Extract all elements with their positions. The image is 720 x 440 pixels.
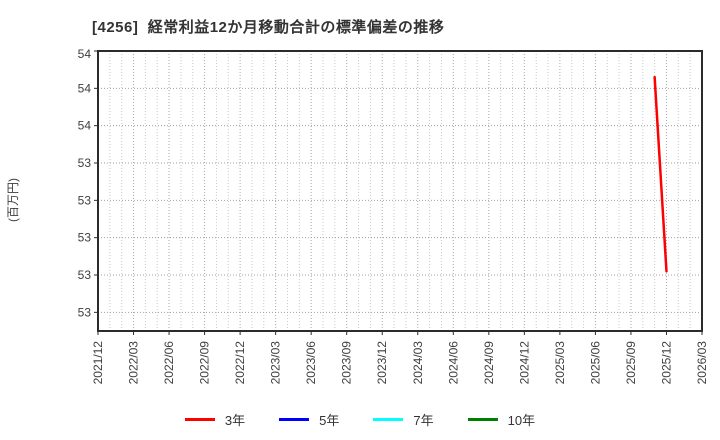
x-tick-label: 2023/09 [340, 341, 354, 385]
legend-line-3y-icon [184, 417, 215, 421]
chart-title: [4256] 経常利益12か月移動合計の標準偏差の推移 [92, 19, 445, 36]
legend-label-10y: 10年 [507, 412, 536, 428]
series-line-3年 [653, 75, 668, 273]
x-tick-label: 2025/12 [659, 341, 673, 385]
legend-line-10y-icon [467, 417, 498, 421]
x-tick-label: 2022/09 [198, 341, 212, 385]
x-tick-label: 2024/09 [482, 341, 496, 385]
x-tick-label: 2022/12 [233, 341, 247, 385]
y-tick-label: 53 [78, 305, 92, 319]
x-tick-label: 2025/03 [553, 341, 567, 385]
y-tick-label: 54 [78, 81, 92, 95]
x-tick-label: 2024/06 [446, 341, 460, 385]
legend-label-3y: 3年 [224, 412, 246, 428]
x-tick-label: 2022/06 [162, 341, 176, 385]
x-tick-label: 2023/06 [304, 341, 318, 385]
plot-frame [97, 50, 703, 332]
x-tick-label: 2023/12 [375, 341, 389, 385]
x-tick-label: 2023/03 [269, 341, 283, 385]
legend-item-10y: 10年 [467, 410, 536, 429]
x-tick-label: 2025/06 [588, 341, 602, 385]
x-tick-label: 2024/12 [517, 341, 531, 385]
x-tick-label: 2021/12 [91, 341, 105, 385]
legend-label-5y: 5年 [319, 412, 340, 428]
y-tick-label: 53 [78, 268, 92, 282]
x-tick-label: 2024/03 [411, 341, 425, 385]
y-tick-label: 53 [78, 156, 92, 170]
y-tick-label: 54 [78, 119, 92, 133]
legend-line-5y-icon [279, 417, 310, 421]
x-tick-label: 2025/09 [624, 341, 638, 385]
x-tick-label: 2022/03 [127, 341, 141, 385]
y-tick-label: 53 [78, 193, 92, 207]
legend-label-7y: 7年 [413, 412, 434, 428]
y-tick-label: 54 [78, 47, 92, 61]
legend-item-5y: 5年 [279, 410, 339, 429]
x-tick-label: 2026/03 [695, 341, 709, 385]
y-tick-label: 53 [78, 231, 92, 245]
legend-line-7y-icon [373, 417, 404, 421]
legend-item-3y: 3年 [184, 410, 246, 429]
legend: 3年 5年 7年 10年 [0, 405, 720, 433]
legend-item-7y: 7年 [373, 410, 434, 429]
